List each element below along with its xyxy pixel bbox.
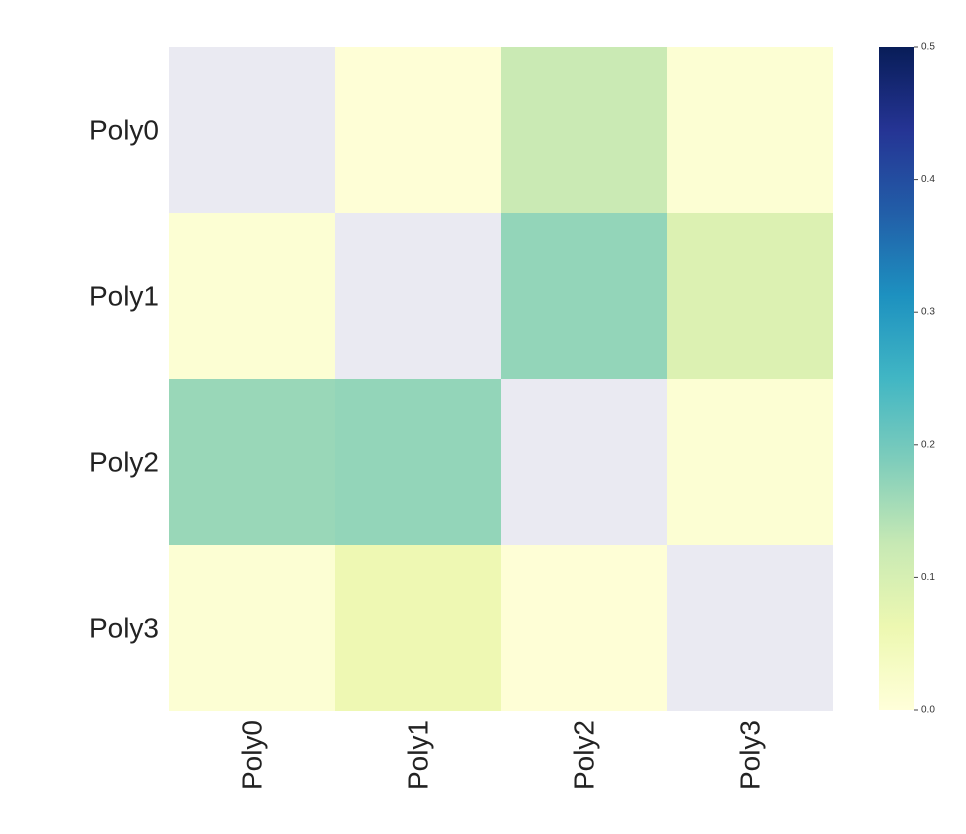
colorbar-tick-label: 0.3 — [921, 307, 935, 318]
colorbar-tick-label: 0.0 — [921, 705, 935, 716]
heatmap-cell-poly0-poly1 — [335, 47, 501, 213]
row-labels: Poly0 Poly1 Poly2 Poly3 — [89, 115, 159, 644]
colorbar-gradient — [879, 47, 914, 710]
colorbar-tick-label: 0.4 — [921, 174, 935, 185]
row-label: Poly1 — [89, 281, 159, 312]
colorbar-tick-label: 0.5 — [921, 42, 935, 53]
heatmap-cell-poly3-poly1 — [335, 545, 501, 711]
heatmap-cell-poly1-poly1 — [335, 213, 501, 379]
heatmap-cell-poly2-poly3 — [667, 379, 833, 545]
heatmap-cell-poly0-poly2 — [501, 47, 667, 213]
heatmap-cell-poly0-poly0 — [169, 47, 335, 213]
colorbar-ticks: 0.0 0.1 0.2 0.3 0.4 0.5 — [914, 42, 935, 716]
row-label: Poly0 — [89, 115, 159, 146]
colorbar-tick-label: 0.2 — [921, 439, 935, 450]
heatmap-cell-poly2-poly0 — [169, 379, 335, 545]
heatmap-cell-poly2-poly1 — [335, 379, 501, 545]
heatmap-cell-poly1-poly2 — [501, 213, 667, 379]
heatmap-cell-poly1-poly0 — [169, 213, 335, 379]
column-label: Poly3 — [735, 720, 766, 790]
column-label: Poly0 — [237, 720, 268, 790]
heatmap-cell-poly0-poly3 — [667, 47, 833, 213]
heatmap-cell-poly3-poly3 — [667, 545, 833, 711]
heatmap-cell-poly2-poly2 — [501, 379, 667, 545]
heatmap-cells — [169, 47, 833, 711]
colorbar-tick-label: 0.1 — [921, 572, 935, 583]
column-label: Poly1 — [403, 720, 434, 790]
column-label: Poly2 — [569, 720, 600, 790]
colorbar: 0.0 0.1 0.2 0.3 0.4 0.5 — [879, 42, 935, 716]
heatmap-cell-poly3-poly0 — [169, 545, 335, 711]
row-label: Poly2 — [89, 447, 159, 478]
column-labels: Poly0 Poly1 Poly2 Poly3 — [237, 720, 766, 790]
heatmap-cell-poly3-poly2 — [501, 545, 667, 711]
row-label: Poly3 — [89, 613, 159, 644]
heatmap-cell-poly1-poly3 — [667, 213, 833, 379]
